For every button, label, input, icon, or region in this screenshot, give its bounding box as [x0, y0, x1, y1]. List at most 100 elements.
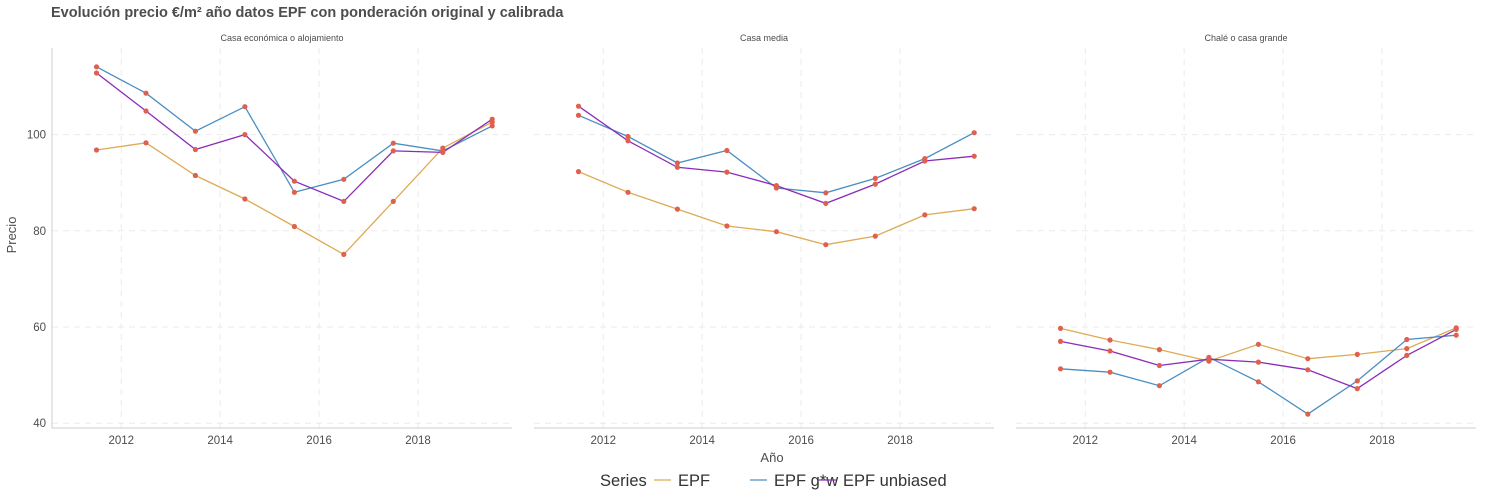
- x-tick-label: 2016: [1270, 435, 1296, 447]
- legend-item: EPF unbiased: [819, 472, 947, 490]
- x-tick-label: 2016: [306, 435, 332, 447]
- data-point: [724, 223, 730, 229]
- data-point: [143, 90, 149, 96]
- data-point: [1404, 336, 1410, 343]
- data-point: [1305, 356, 1311, 362]
- x-tick-label: 2018: [1369, 435, 1395, 447]
- legend-label: EPF g*w: [774, 472, 838, 490]
- data-point: [489, 123, 495, 129]
- data-point: [1057, 338, 1064, 344]
- data-point: [625, 138, 631, 144]
- data-point: [390, 198, 396, 204]
- data-point: [1255, 341, 1261, 347]
- series-line: [96, 121, 493, 256]
- data-point: [1156, 362, 1162, 369]
- legend-item: EPF: [654, 472, 710, 490]
- x-tick-label: 2014: [207, 435, 233, 447]
- x-tick-label: 2018: [887, 435, 913, 447]
- series-line: [96, 66, 493, 194]
- data-point: [192, 172, 198, 179]
- data-point: [724, 147, 730, 154]
- legend-item: EPF g*w: [750, 472, 838, 490]
- data-point: [1255, 379, 1261, 385]
- data-point: [575, 169, 582, 175]
- x-tick-label: 2014: [1171, 435, 1197, 447]
- data-point: [1107, 369, 1113, 375]
- data-point: [872, 175, 878, 181]
- facet-panel: Casa económica o alojamiento 40 60 80 100 201…: [27, 33, 512, 447]
- data-point: [872, 233, 878, 239]
- legend-label: EPF unbiased: [843, 472, 947, 490]
- data-point: [575, 112, 582, 118]
- data-point: [242, 196, 248, 202]
- y-tick-label: 60: [33, 322, 46, 334]
- data-point: [1107, 337, 1113, 343]
- data-point: [390, 140, 396, 146]
- x-tick-label: 2016: [788, 435, 814, 447]
- data-point: [773, 183, 780, 189]
- data-point: [291, 223, 297, 230]
- y-tick-label: 40: [33, 418, 46, 430]
- data-point: [674, 164, 681, 170]
- x-axis-title: Año: [760, 450, 783, 465]
- facet-panel: Casa media 2012 2014 2016 2018: [534, 33, 994, 447]
- data-point: [390, 148, 396, 154]
- facet-panel: Chalé o casa grande 2012 2014 2016 2018: [1016, 33, 1476, 447]
- legend-title: Series: [600, 472, 647, 490]
- data-point: [440, 149, 446, 155]
- data-point: [1404, 352, 1410, 358]
- data-point: [625, 189, 631, 195]
- data-point: [1206, 356, 1212, 362]
- data-point: [674, 160, 681, 166]
- data-point: [1057, 366, 1064, 372]
- data-point: [341, 176, 347, 182]
- data-point: [971, 130, 977, 136]
- data-point: [922, 212, 928, 218]
- data-point: [1156, 347, 1162, 353]
- data-point: [143, 108, 149, 114]
- data-point: [1255, 359, 1261, 365]
- series-line: [1060, 334, 1457, 415]
- data-point: [93, 147, 100, 153]
- legend: Series EPF EPF g*w EPF unbiased: [600, 472, 947, 490]
- data-point: [143, 140, 149, 146]
- data-point: [823, 242, 829, 248]
- data-point: [1453, 332, 1459, 338]
- data-point: [489, 116, 495, 122]
- data-point: [291, 178, 297, 184]
- data-point: [341, 251, 347, 257]
- facet-strip-label: Casa media: [740, 33, 788, 43]
- data-point: [823, 190, 829, 196]
- data-point: [1305, 411, 1311, 417]
- data-point: [971, 206, 977, 212]
- facet-strip-label: Casa económica o alojamiento: [220, 33, 343, 43]
- data-point: [1354, 378, 1360, 384]
- x-tick-label: 2012: [108, 435, 134, 447]
- data-point: [823, 200, 829, 206]
- y-tick-label: 100: [27, 130, 46, 142]
- data-point: [971, 153, 977, 159]
- x-tick-label: 2014: [689, 435, 715, 447]
- data-point: [1453, 326, 1459, 332]
- y-axis-title: Precio: [4, 217, 19, 254]
- data-point: [1107, 348, 1113, 354]
- data-point: [1354, 386, 1360, 392]
- chart-title: Evolución precio €/m² año datos EPF con …: [51, 5, 564, 21]
- x-tick-label: 2018: [405, 435, 431, 447]
- data-point: [291, 189, 297, 195]
- series-line: [578, 114, 975, 194]
- data-point: [242, 132, 248, 138]
- data-point: [625, 133, 631, 140]
- data-point: [242, 104, 248, 110]
- y-tick-label: 80: [33, 226, 46, 238]
- data-point: [192, 128, 198, 134]
- data-point: [575, 103, 582, 109]
- x-tick-label: 2012: [1072, 435, 1098, 447]
- data-point: [93, 64, 100, 70]
- legend-label: EPF: [678, 472, 710, 490]
- data-point: [1404, 346, 1410, 352]
- data-point: [1305, 367, 1311, 373]
- data-point: [724, 169, 730, 175]
- data-point: [674, 206, 681, 212]
